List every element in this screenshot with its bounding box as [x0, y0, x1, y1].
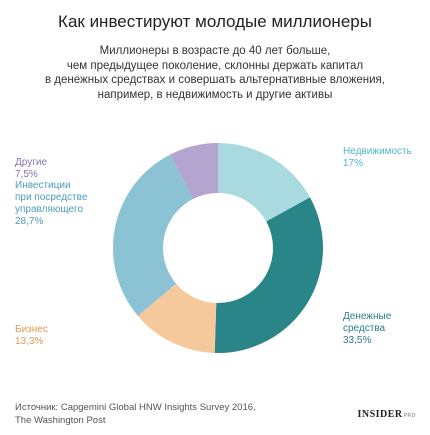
subtitle: Миллионеры в возрасте до 40 лет больше, ч…	[0, 44, 430, 102]
label: Недвижимость 17%	[343, 146, 412, 170]
donut-segment	[113, 154, 194, 316]
chart-title: Как инвестируют молодые миллионеры	[58, 12, 372, 31]
donut-segment	[218, 143, 311, 222]
value-label: 17%	[343, 158, 364, 169]
label: Денежные средства 33,5%	[343, 311, 391, 347]
category-label: Бизнес	[15, 324, 48, 335]
label: Инвестиции при посредстве управляющего 28…	[15, 180, 87, 228]
subtitle-line: Миллионеры в возрасте до 40 лет больше,	[99, 45, 331, 57]
logo: INSIDERPRO	[357, 409, 416, 420]
category-label: Другие	[15, 157, 48, 168]
source-line: Источник: Capgemini Global HNW Insights …	[15, 402, 256, 413]
subtitle-line: в денежных средствах и совершать альтерн…	[45, 74, 385, 86]
category-label: Денежные средства	[343, 311, 392, 334]
donut-segment	[214, 197, 323, 353]
category-label: Инвестиции при посредстве управляющего	[15, 180, 88, 215]
donut-segment	[137, 283, 217, 353]
label: Другие 7,5%	[15, 157, 47, 181]
source: Источник: Capgemini Global HNW Insights …	[15, 401, 256, 427]
value-label: 33,5%	[343, 335, 372, 346]
value-label: 7,5%	[15, 169, 38, 180]
subtitle-line: чем предыдущее поколение, склонны держат…	[66, 59, 364, 72]
donut-segment	[170, 143, 218, 199]
label: Бизнес 13,3%	[15, 324, 48, 348]
value-label: 28,7%	[15, 216, 44, 227]
source-line: The Washington Post	[15, 415, 106, 426]
category-label: Недвижимость	[343, 146, 412, 157]
logo-suffix: PRO	[403, 413, 416, 419]
value-label: 13,3%	[15, 336, 44, 347]
subtitle-line: например, в недвижимость и другие активы	[97, 88, 333, 101]
